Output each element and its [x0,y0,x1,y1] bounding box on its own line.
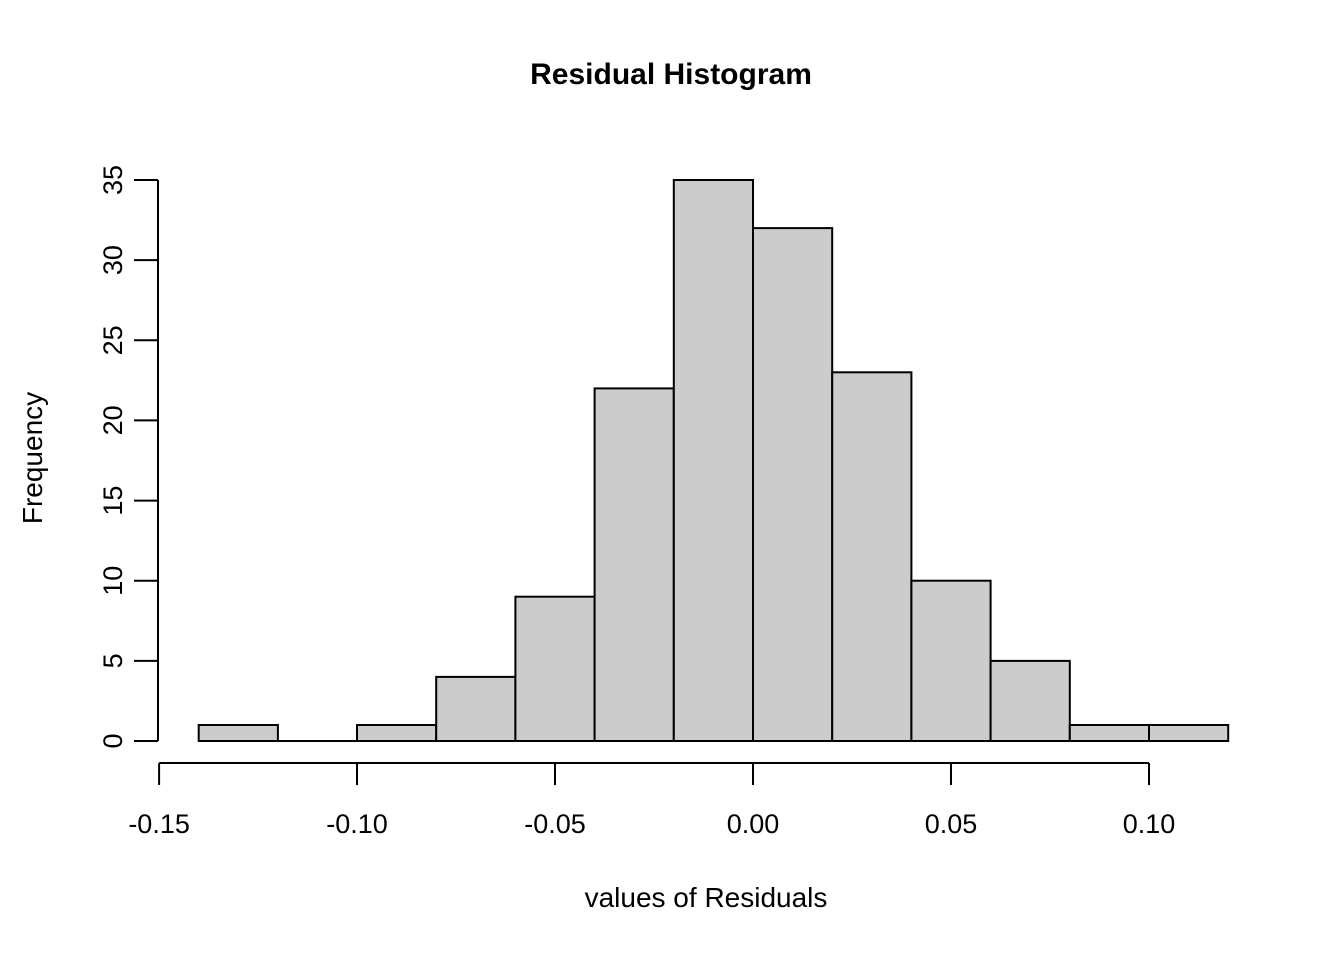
chart-title: Residual Histogram [530,58,812,91]
y-axis-label: Frequency [17,391,48,525]
histogram-bar [514,595,596,743]
y-tick-label: 15 [98,486,128,516]
histogram-bar [197,724,279,742]
histogram-bar [910,579,992,743]
histogram-bar [672,179,754,742]
x-tick-label: 0.10 [1123,809,1176,839]
histogram-bar [356,724,438,742]
histogram-bar [435,675,517,743]
x-tick-label: 0.05 [925,809,978,839]
histogram-bar [989,659,1071,743]
histogram-bar [831,371,913,742]
histogram-bar [1068,724,1151,742]
y-tick-label: 35 [98,165,128,195]
x-tick-label: 0.00 [727,809,780,839]
x-tick-label: -0.15 [128,809,190,839]
y-tick-label: 5 [98,653,128,668]
histogram-bar [593,387,675,742]
x-axis-label: values of Residuals [584,882,828,913]
y-tick-label: 30 [98,245,128,275]
x-tick-label: -0.05 [524,809,586,839]
y-tick-label: 20 [98,405,128,435]
y-tick-label: 25 [98,325,128,355]
histogram-bar [752,227,834,743]
x-tick-label: -0.10 [326,809,388,839]
histogram-bar [1148,724,1230,742]
y-tick-label: 0 [98,733,128,748]
y-tick-label: 10 [98,566,128,596]
